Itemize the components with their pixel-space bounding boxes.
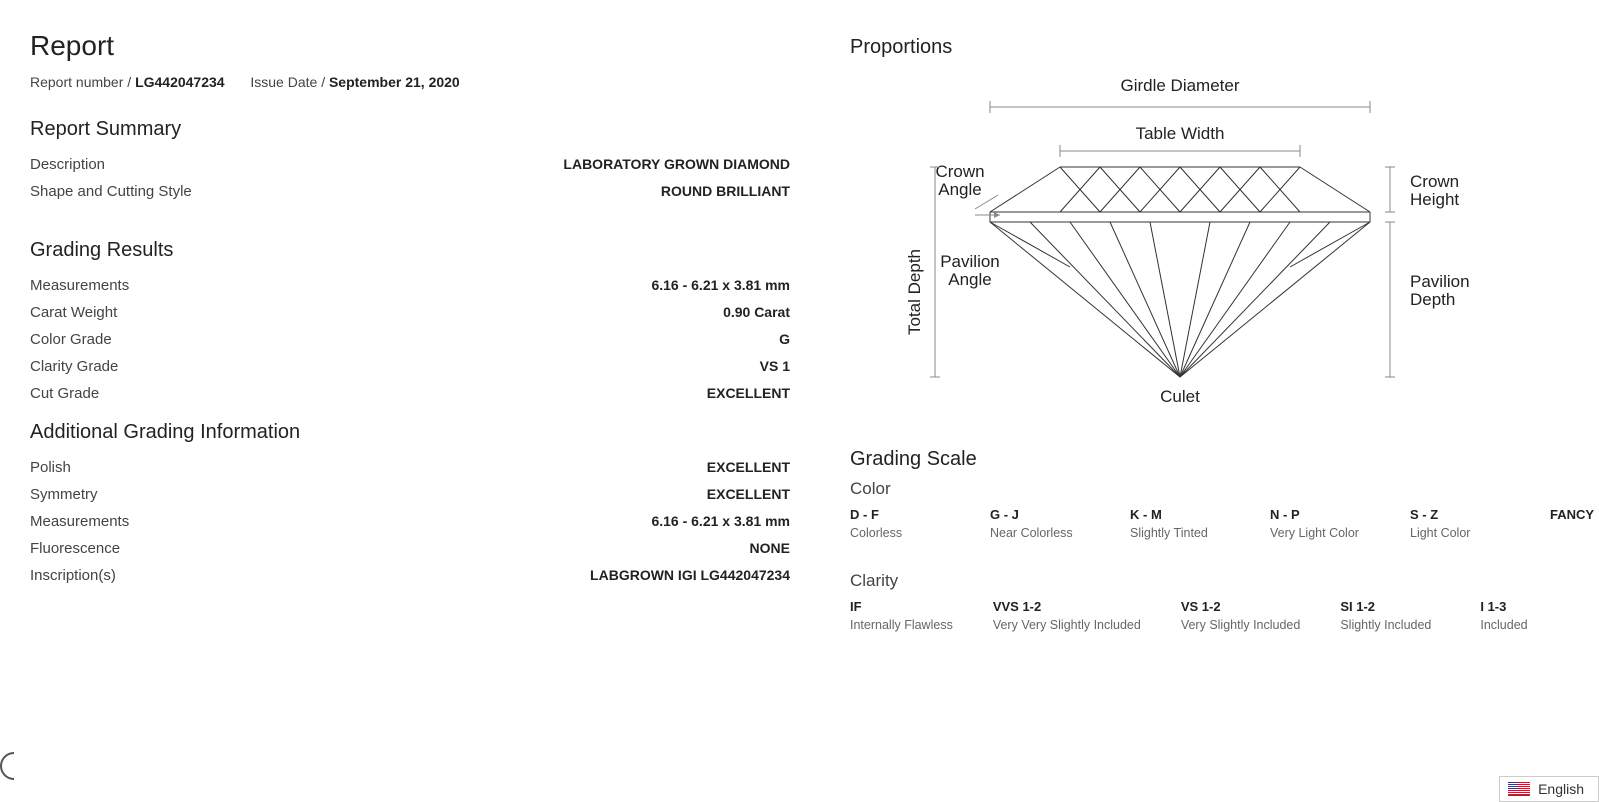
scale-desc: Colorless (850, 525, 950, 541)
girdle-label: Girdle Diameter (1120, 76, 1239, 95)
scale-desc: Very Slightly Included (1181, 617, 1301, 633)
grading-scale-heading: Grading Scale (850, 448, 1599, 471)
additional-value: EXCELLENT (707, 459, 790, 475)
scale-code: SI 1-2 (1340, 599, 1440, 614)
additional-label: Measurements (30, 513, 129, 530)
grading-heading: Grading Results (30, 239, 790, 262)
additional-value: EXCELLENT (707, 486, 790, 502)
language-label: English (1538, 781, 1584, 797)
table-label: Table Width (1136, 124, 1225, 143)
additional-value: NONE (750, 540, 790, 556)
summary-heading: Report Summary (30, 118, 790, 141)
color-scale-item: G - J Near Colorless (990, 507, 1090, 541)
chat-icon[interactable] (0, 752, 28, 780)
grading-row: Clarity Grade VS 1 (30, 353, 790, 380)
pavilion-angle-label: PavilionAngle (940, 252, 1000, 289)
grading-label: Measurements (30, 277, 129, 294)
additional-label: Fluorescence (30, 540, 120, 557)
color-scale-item: S - Z Light Color (1410, 507, 1510, 541)
summary-row: Shape and Cutting Style ROUND BRILLIANT (30, 178, 790, 205)
summary-label: Description (30, 156, 105, 173)
scale-desc: Very Light Color (1270, 525, 1370, 541)
additional-label: Polish (30, 459, 71, 476)
scale-desc: Internally Flawless (850, 617, 953, 633)
additional-label: Inscription(s) (30, 567, 116, 584)
issue-date: September 21, 2020 (329, 74, 460, 90)
grading-row: Carat Weight 0.90 Carat (30, 299, 790, 326)
report-meta: Report number / LG442047234 Issue Date /… (30, 74, 790, 90)
color-scale-label: Color (850, 479, 1599, 499)
color-scale-item: N - P Very Light Color (1270, 507, 1370, 541)
additional-value: 6.16 - 6.21 x 3.81 mm (651, 513, 790, 529)
scale-desc: Slightly Tinted (1130, 525, 1230, 541)
crown-height-label: CrownHeight (1410, 172, 1459, 209)
scale-code: N - P (1270, 507, 1370, 522)
additional-value: LABGROWN IGI LG442047234 (590, 567, 790, 583)
page-title: Report (30, 30, 790, 62)
pavilion-depth-label: PavilionDepth (1410, 272, 1470, 309)
summary-row: Description LABORATORY GROWN DIAMOND (30, 151, 790, 178)
color-scale-item: K - M Slightly Tinted (1130, 507, 1230, 541)
additional-row: Inscription(s) LABGROWN IGI LG442047234 (30, 562, 790, 589)
flag-us-icon (1508, 782, 1530, 796)
grading-value: 6.16 - 6.21 x 3.81 mm (651, 277, 790, 293)
language-selector[interactable]: English (1499, 776, 1599, 802)
additional-row: Measurements 6.16 - 6.21 x 3.81 mm (30, 508, 790, 535)
clarity-scale-item: IF Internally Flawless (850, 599, 953, 633)
report-number: LG442047234 (135, 74, 225, 90)
scale-code: S - Z (1410, 507, 1510, 522)
grading-row: Cut Grade EXCELLENT (30, 380, 790, 407)
total-depth-label: Total Depth (905, 249, 924, 335)
color-scale-row: D - F Colorless G - J Near Colorless K - M… (850, 507, 1599, 541)
grading-value: G (779, 331, 790, 347)
clarity-scale-row: IF Internally Flawless VVS 1-2 Very Very S… (850, 599, 1599, 633)
grading-label: Color Grade (30, 331, 112, 348)
summary-value: ROUND BRILLIANT (661, 183, 790, 199)
scale-desc: Slightly Included (1340, 617, 1440, 633)
additional-label: Symmetry (30, 486, 98, 503)
fancy-label: FANCY (1550, 507, 1599, 522)
grading-label: Carat Weight (30, 304, 117, 321)
scale-code: I 1-3 (1480, 599, 1580, 614)
grading-value: VS 1 (760, 358, 790, 374)
summary-label: Shape and Cutting Style (30, 183, 192, 200)
scale-code: K - M (1130, 507, 1230, 522)
scale-code: D - F (850, 507, 950, 522)
grading-value: EXCELLENT (707, 385, 790, 401)
grading-label: Clarity Grade (30, 358, 118, 375)
scale-code: IF (850, 599, 953, 614)
clarity-scale-label: Clarity (850, 571, 1599, 591)
culet-label: Culet (1160, 387, 1200, 406)
diamond-diagram: Girdle Diameter Table Width (850, 67, 1599, 442)
additional-heading: Additional Grading Information (30, 421, 790, 444)
additional-row: Symmetry EXCELLENT (30, 481, 790, 508)
grading-label: Cut Grade (30, 385, 99, 402)
grading-row: Color Grade G (30, 326, 790, 353)
scale-desc: Included (1480, 617, 1580, 633)
report-number-label: Report number / (30, 74, 135, 90)
summary-value: LABORATORY GROWN DIAMOND (563, 156, 790, 172)
additional-row: Polish EXCELLENT (30, 454, 790, 481)
scale-desc: Very Very Slightly Included (993, 617, 1141, 633)
scale-desc: Light Color (1410, 525, 1510, 541)
scale-code: VS 1-2 (1181, 599, 1301, 614)
proportions-heading: Proportions (850, 36, 1599, 59)
color-scale-item: D - F Colorless (850, 507, 950, 541)
issue-date-label: Issue Date / (250, 74, 329, 90)
scale-code: G - J (990, 507, 1090, 522)
clarity-scale-item: I 1-3 Included (1480, 599, 1580, 633)
additional-row: Fluorescence NONE (30, 535, 790, 562)
clarity-scale-item: VS 1-2 Very Slightly Included (1181, 599, 1301, 633)
scale-desc: Near Colorless (990, 525, 1090, 541)
grading-value: 0.90 Carat (723, 304, 790, 320)
scale-code: VVS 1-2 (993, 599, 1141, 614)
clarity-scale-item: VVS 1-2 Very Very Slightly Included (993, 599, 1141, 633)
clarity-scale-item: SI 1-2 Slightly Included (1340, 599, 1440, 633)
grading-row: Measurements 6.16 - 6.21 x 3.81 mm (30, 272, 790, 299)
crown-angle-label: CrownAngle (935, 162, 984, 199)
